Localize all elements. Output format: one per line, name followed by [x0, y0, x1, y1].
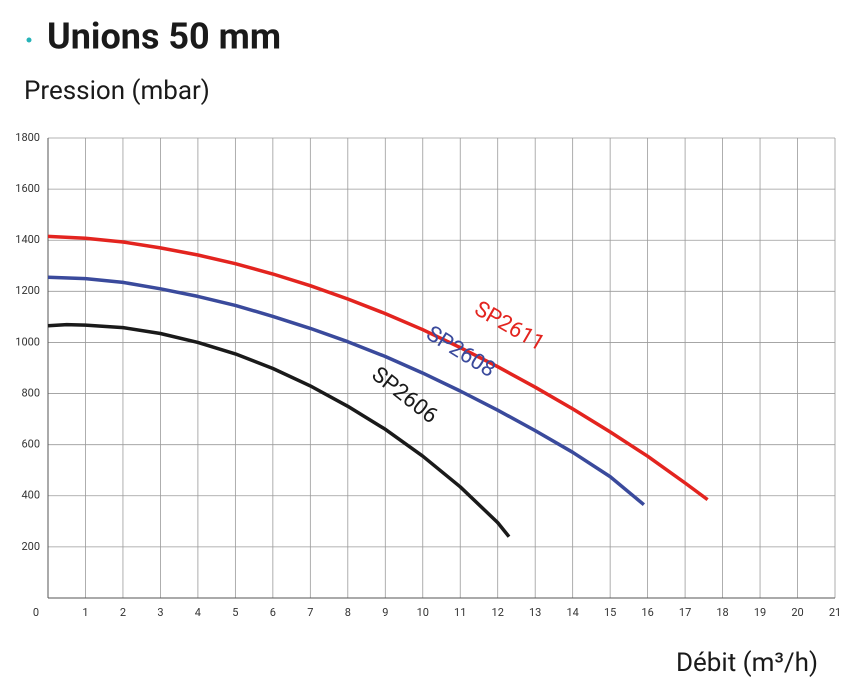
x-tick-label: 1 — [82, 606, 88, 619]
x-tick-label: 12 — [492, 606, 504, 619]
x-tick-label: 11 — [454, 606, 466, 619]
series-line — [47, 234, 709, 502]
series-line — [47, 275, 646, 507]
x-tick-label: 0 — [33, 606, 39, 619]
chart-title: Unions 50 mm — [47, 16, 281, 58]
y-axis-label: Pression (mbar) — [24, 76, 210, 106]
y-tick-label: 400 — [21, 489, 40, 502]
series-label: SP2611 — [470, 297, 549, 357]
x-tick-label: 19 — [754, 606, 766, 619]
series-line — [47, 322, 511, 538]
x-tick-label: 3 — [157, 606, 163, 619]
x-tick-label: 21 — [829, 606, 841, 619]
x-tick-label: 14 — [566, 606, 578, 619]
x-tick-label: 9 — [382, 606, 388, 619]
x-tick-label: 4 — [195, 606, 201, 619]
x-tick-label: 16 — [641, 606, 653, 619]
x-tick-label: 17 — [679, 606, 691, 619]
x-tick-label: 7 — [307, 606, 313, 619]
y-tick-label: 1800 — [15, 131, 40, 144]
y-tick-label: 1200 — [15, 284, 40, 297]
x-axis-label: Débit (m³/h) — [676, 648, 818, 678]
x-tick-label: 13 — [529, 606, 541, 619]
x-tick-label: 15 — [604, 606, 616, 619]
y-tick-label: 1400 — [15, 233, 40, 246]
y-tick-label: 1000 — [15, 335, 40, 348]
x-tick-label: 8 — [345, 606, 351, 619]
y-tick-label: 1600 — [15, 182, 40, 195]
series-label: SP2606 — [367, 362, 443, 429]
x-tick-label: 6 — [270, 606, 276, 619]
x-tick-label: 10 — [417, 606, 429, 619]
x-tick-label: 5 — [232, 606, 238, 619]
y-tick-label: 600 — [21, 438, 40, 451]
x-tick-label: 20 — [791, 606, 803, 619]
x-tick-label: 2 — [120, 606, 126, 619]
x-tick-label: 18 — [716, 606, 728, 619]
y-tick-label: 800 — [21, 386, 40, 399]
y-tick-label: 200 — [21, 540, 40, 553]
title-bullet — [26, 37, 32, 43]
